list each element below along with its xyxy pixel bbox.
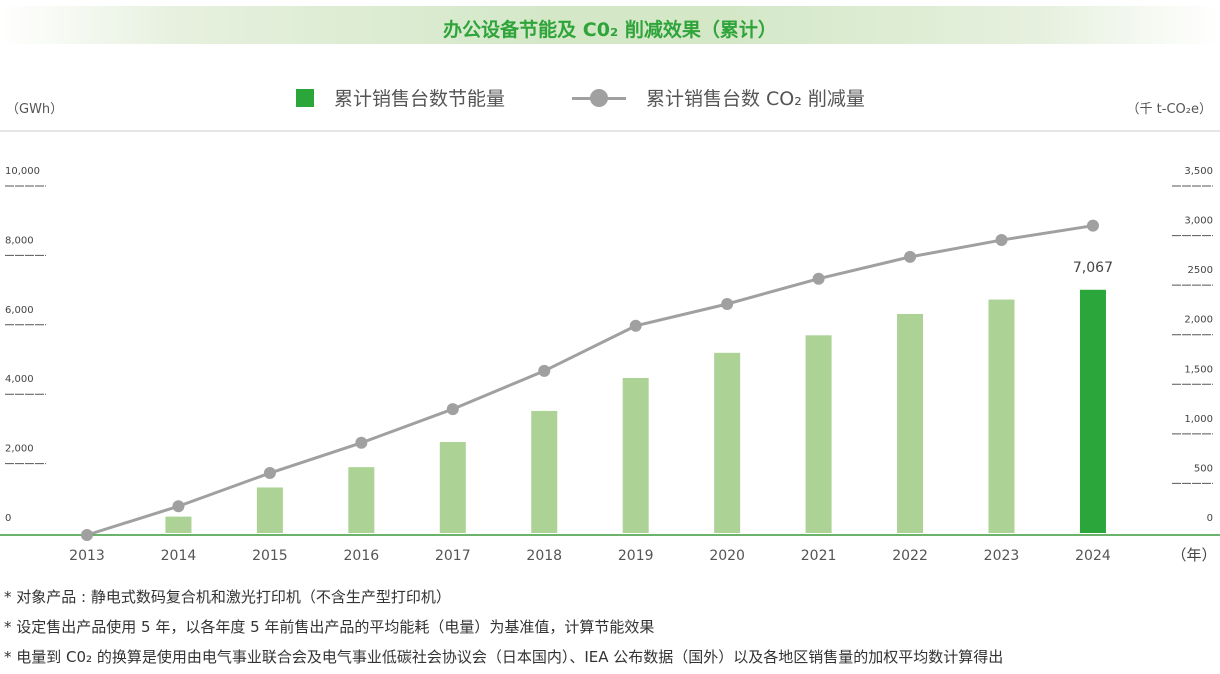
co2-point-2014 [172,500,185,513]
x-tick-label: 2021 [801,548,837,564]
co2-line [86,224,1094,537]
legend-bar-label: 累计销售台数节能量 [334,88,506,110]
note-2: * 设定售出产品使用 5 年，以各年度 5 年前售出产品的平均能耗（电量）为基准… [4,618,655,636]
chart-plot: 0 2,000 4,000 6,000 8,000 10,000 0 500 1,000 1,50… [0,130,1220,564]
left-tick-label: 10,000 [5,166,40,177]
bar-2014 [165,516,192,533]
chart-title: 办公设备节能及 C0₂ 削减效果（累计） [443,19,777,41]
x-tick-label: 2018 [526,548,562,564]
left-tick-label: 8,000 [5,235,34,246]
right-tick-label: 2500 [1188,265,1213,276]
x-tick-label: 2016 [344,548,380,564]
x-tick-label: 2024 [1075,548,1111,564]
co2-point-2013 [81,529,93,541]
right-tick-label: 3,000 [1184,216,1213,227]
right-tick-label: 0 [1207,513,1213,524]
bar-2017 [439,442,466,533]
x-tick-label: 2013 [69,548,105,564]
x-tick-label: 2015 [252,548,288,564]
bar-2015 [256,487,283,533]
legend-line-label: 累计销售台数 CO₂ 削减量 [646,88,865,110]
data-label-2024: 7,067 [1073,260,1113,276]
bar-2024 [1079,289,1106,533]
co2-point-2020 [721,297,734,310]
bar-2018 [531,410,558,533]
bar-2019 [622,377,649,533]
left-tick-label: 4,000 [5,374,34,385]
legend-line-marker-icon [572,89,626,107]
co2-point-2021 [812,272,825,285]
x-tick-label: 2019 [618,548,654,564]
bar-2021 [805,335,832,533]
left-axis-unit: （GWh） [6,102,64,117]
co2-point-2019 [629,319,642,332]
right-tick-label: 1,000 [1184,414,1213,425]
right-axis-unit: （千 t-CO₂e） [1126,102,1212,117]
x-tick-label: 2022 [892,548,928,564]
bar-2022 [897,313,924,533]
legend-line: 累计销售台数 CO₂ 削减量 [572,84,865,111]
left-tick-label: 0 [5,513,11,524]
left-tick-label: 2,000 [5,444,34,455]
co2-point-2015 [263,467,276,480]
co2-point-2024 [1086,219,1099,232]
right-tick-label: 2,000 [1184,315,1213,326]
bar-2020 [714,352,741,533]
legend-bar: 累计销售台数节能量 [296,84,505,111]
left-tick-label: 6,000 [5,305,34,316]
right-tick-label: 3,500 [1184,166,1213,177]
co2-point-2016 [355,436,368,449]
co2-point-2023 [995,234,1008,247]
right-tick-label: 1,500 [1184,364,1213,375]
co2-point-2017 [446,403,459,416]
x-tick-label: 2023 [984,548,1020,564]
co2-point-2022 [904,250,917,263]
x-tick-label: 2017 [435,548,471,564]
bar-2016 [348,467,375,533]
x-axis-label: （年） [1171,546,1216,564]
legend-bar-swatch [296,89,314,107]
note-1: * 对象产品 : 静电式数码复合机和激光打印机（不含生产型打印机） [4,588,451,606]
right-tick-label: 500 [1194,463,1213,474]
x-tick-label: 2014 [161,548,197,564]
x-tick-label: 2020 [709,548,745,564]
title-banner: 办公设备节能及 C0₂ 削减效果（累计） [0,6,1220,44]
co2-point-2018 [538,364,551,377]
bar-2023 [988,299,1015,533]
note-3: * 电量到 C0₂ 的换算是使用由电气事业联合会及电气事业低碳社会协议会（日本国… [4,648,1004,666]
